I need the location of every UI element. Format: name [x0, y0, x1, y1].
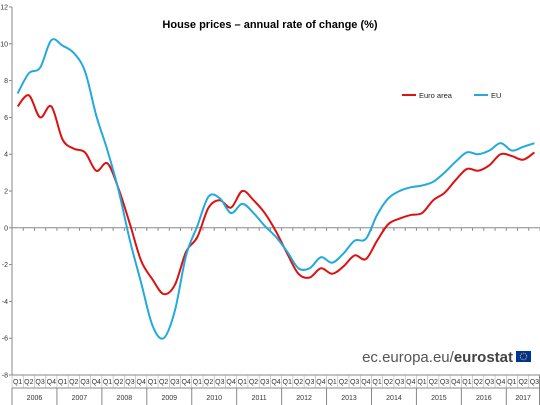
x-quarter-label: Q4	[316, 379, 325, 386]
x-axis: Q1 Q2 Q3 Q4 Q1 Q2 Q3 Q4 Q1 Q2 Q3 Q4 Q1 Q2 Q3 Q4 Q1 Q2 Q3 Q4…	[11, 227, 540, 405]
x-year-label: 2012	[296, 395, 312, 402]
legend-item-eu: EU	[474, 91, 501, 100]
source-prefix: ec.europa.eu/	[362, 349, 455, 366]
x-quarter-label: Q4	[361, 379, 370, 386]
y-tick-label: 2	[4, 189, 8, 196]
x-quarter-label: Q2	[159, 379, 168, 386]
x-quarter-label: Q4	[451, 379, 460, 386]
x-quarter-label: Q2	[69, 379, 78, 386]
y-tick-label: 6	[4, 115, 8, 122]
legend-label-euro-area: Euro area	[419, 91, 453, 100]
y-axis: -8 -6 -4 -2 0 2 4 6 8 10 12	[0, 5, 13, 380]
y-tick-label: 4	[4, 152, 8, 159]
x-quarter-label: Q4	[137, 379, 146, 386]
y-tick-label: 10	[0, 41, 8, 48]
x-quarter-label: Q1	[238, 379, 247, 386]
x-quarter-label: Q4	[47, 379, 56, 386]
x-quarter-label: Q3	[260, 379, 269, 386]
x-quarter-label: Q2	[429, 379, 438, 386]
y-tick-label: 8	[4, 78, 8, 85]
x-quarter-label: Q3	[350, 379, 359, 386]
y-tick-label: 0	[4, 225, 8, 232]
x-quarter-label: Q2	[474, 379, 483, 386]
x-quarter-label: Q2	[114, 379, 123, 386]
x-year-label: 2007	[72, 395, 88, 402]
x-quarter-label: Q1	[193, 379, 202, 386]
x-quarter-label: Q4	[406, 379, 415, 386]
source-brand: eurostat	[454, 349, 513, 366]
x-quarter-label: Q2	[384, 379, 393, 386]
x-year-label: 2017	[515, 395, 531, 402]
x-quarter-label: Q4	[496, 379, 505, 386]
x-year-label: 2010	[206, 395, 222, 402]
y-tick-label: -4	[2, 299, 8, 306]
x-year-label: 2016	[476, 395, 492, 402]
y-tick-label: -8	[2, 373, 8, 380]
x-quarter-label: Q2	[294, 379, 303, 386]
x-quarter-label: Q1	[103, 379, 112, 386]
x-quarter-label: Q3	[305, 379, 314, 386]
x-quarter-label: Q4	[226, 379, 235, 386]
legend-item-euro-area: Euro area	[402, 91, 453, 100]
x-quarter-label: Q2	[249, 379, 258, 386]
x-quarter-label: Q3	[80, 379, 89, 386]
y-tick-label: -2	[2, 262, 8, 269]
eu-flag-icon	[516, 351, 531, 362]
x-quarter-label: Q1	[417, 379, 426, 386]
x-quarter-label: Q3	[125, 379, 134, 386]
x-quarter-label: Q3	[215, 379, 224, 386]
x-quarter-label: Q2	[339, 379, 348, 386]
legend-label-eu: EU	[491, 91, 501, 100]
x-year-label: 2013	[341, 395, 357, 402]
x-quarter-label: Q3	[530, 379, 539, 386]
y-tick-label: 12	[0, 5, 8, 12]
x-quarter-label: Q4	[92, 379, 101, 386]
source-text: ec.europa.eu/eurostat	[362, 349, 513, 366]
x-quarter-label: Q1	[58, 379, 67, 386]
x-year-label: 2014	[386, 395, 402, 402]
x-year-label: 2015	[431, 395, 447, 402]
x-year-label: 2006	[27, 395, 43, 402]
series-line-eu	[16, 38, 535, 340]
series-layer	[16, 38, 535, 340]
x-quarter-label: Q2	[204, 379, 213, 386]
x-quarter-label: Q4	[271, 379, 280, 386]
x-quarter-label: Q3	[395, 379, 404, 386]
x-quarter-label: Q2	[24, 379, 33, 386]
x-year-label: 2009	[161, 395, 177, 402]
chart-title: House prices – annual rate of change (%)	[162, 19, 378, 31]
x-quarter-label: Q3	[170, 379, 179, 386]
x-year-label: 2011	[252, 395, 267, 402]
x-quarter-label: Q1	[462, 379, 471, 386]
x-year-label: 2008	[117, 395, 133, 402]
x-quarter-label: Q1	[148, 379, 157, 386]
x-quarter-label: Q1	[283, 379, 292, 386]
x-quarter-label: Q3	[485, 379, 494, 386]
series-line-euro-area	[16, 94, 535, 296]
source-footer: ec.europa.eu/eurostat	[362, 349, 531, 366]
x-quarter-label: Q1	[327, 379, 336, 386]
x-quarter-label: Q1	[13, 379, 22, 386]
x-quarter-label: Q1	[507, 379, 516, 386]
y-tick-label: -6	[2, 336, 8, 343]
x-quarter-label: Q2	[518, 379, 527, 386]
x-quarter-label: Q3	[440, 379, 449, 386]
x-quarter-label: Q3	[35, 379, 44, 386]
x-quarter-label: Q1	[372, 379, 381, 386]
x-quarter-label: Q4	[181, 379, 190, 386]
legend: Euro area EU	[402, 91, 501, 100]
